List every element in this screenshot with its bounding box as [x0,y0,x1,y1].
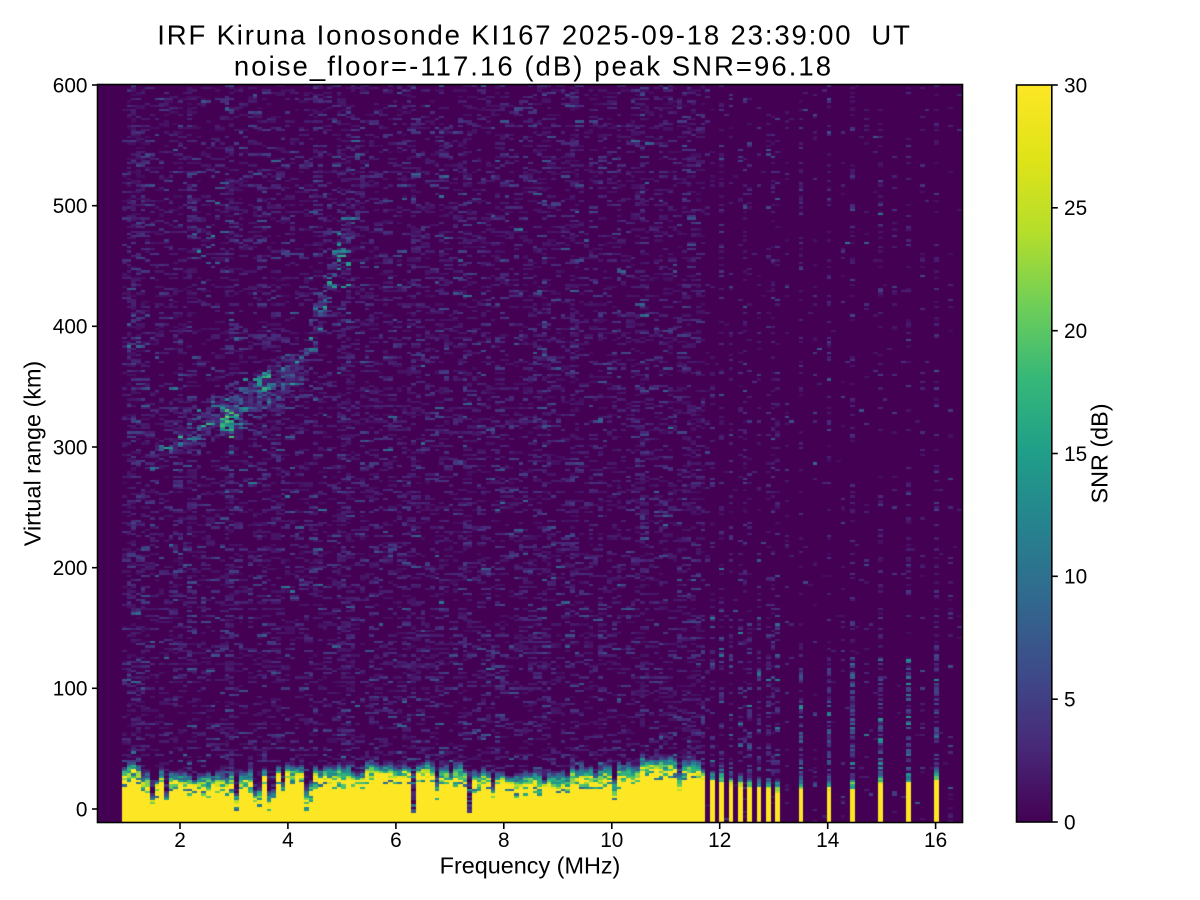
svg-text:IRF Kiruna Ionosonde KI167 202: IRF Kiruna Ionosonde KI167 2025-09-18 23… [157,20,911,51]
svg-text:5: 5 [1064,689,1076,712]
svg-text:600: 600 [53,74,88,97]
svg-text:4: 4 [282,829,294,852]
svg-text:10: 10 [1064,566,1087,589]
svg-text:6: 6 [390,829,402,852]
svg-text:Frequency (MHz): Frequency (MHz) [440,853,621,879]
svg-text:Virtual range (km): Virtual range (km) [20,361,46,546]
svg-text:30: 30 [1064,74,1087,97]
svg-text:400: 400 [53,316,88,339]
svg-text:12: 12 [708,829,731,852]
svg-text:14: 14 [816,829,839,852]
svg-text:0: 0 [1064,811,1076,834]
svg-text:15: 15 [1064,443,1087,466]
svg-text:10: 10 [600,829,623,852]
svg-text:200: 200 [53,557,88,580]
svg-text:500: 500 [53,195,88,218]
svg-text:8: 8 [498,829,510,852]
svg-text:0: 0 [76,798,88,821]
svg-text:noise_floor=-117.16 (dB) peak: noise_floor=-117.16 (dB) peak SNR=96.18 [234,51,833,82]
svg-text:300: 300 [53,436,88,459]
svg-text:2: 2 [174,829,186,852]
svg-text:SNR (dB): SNR (dB) [1087,403,1113,503]
svg-text:100: 100 [53,678,88,701]
svg-text:20: 20 [1064,320,1087,343]
svg-text:25: 25 [1064,197,1087,220]
svg-text:16: 16 [924,829,947,852]
